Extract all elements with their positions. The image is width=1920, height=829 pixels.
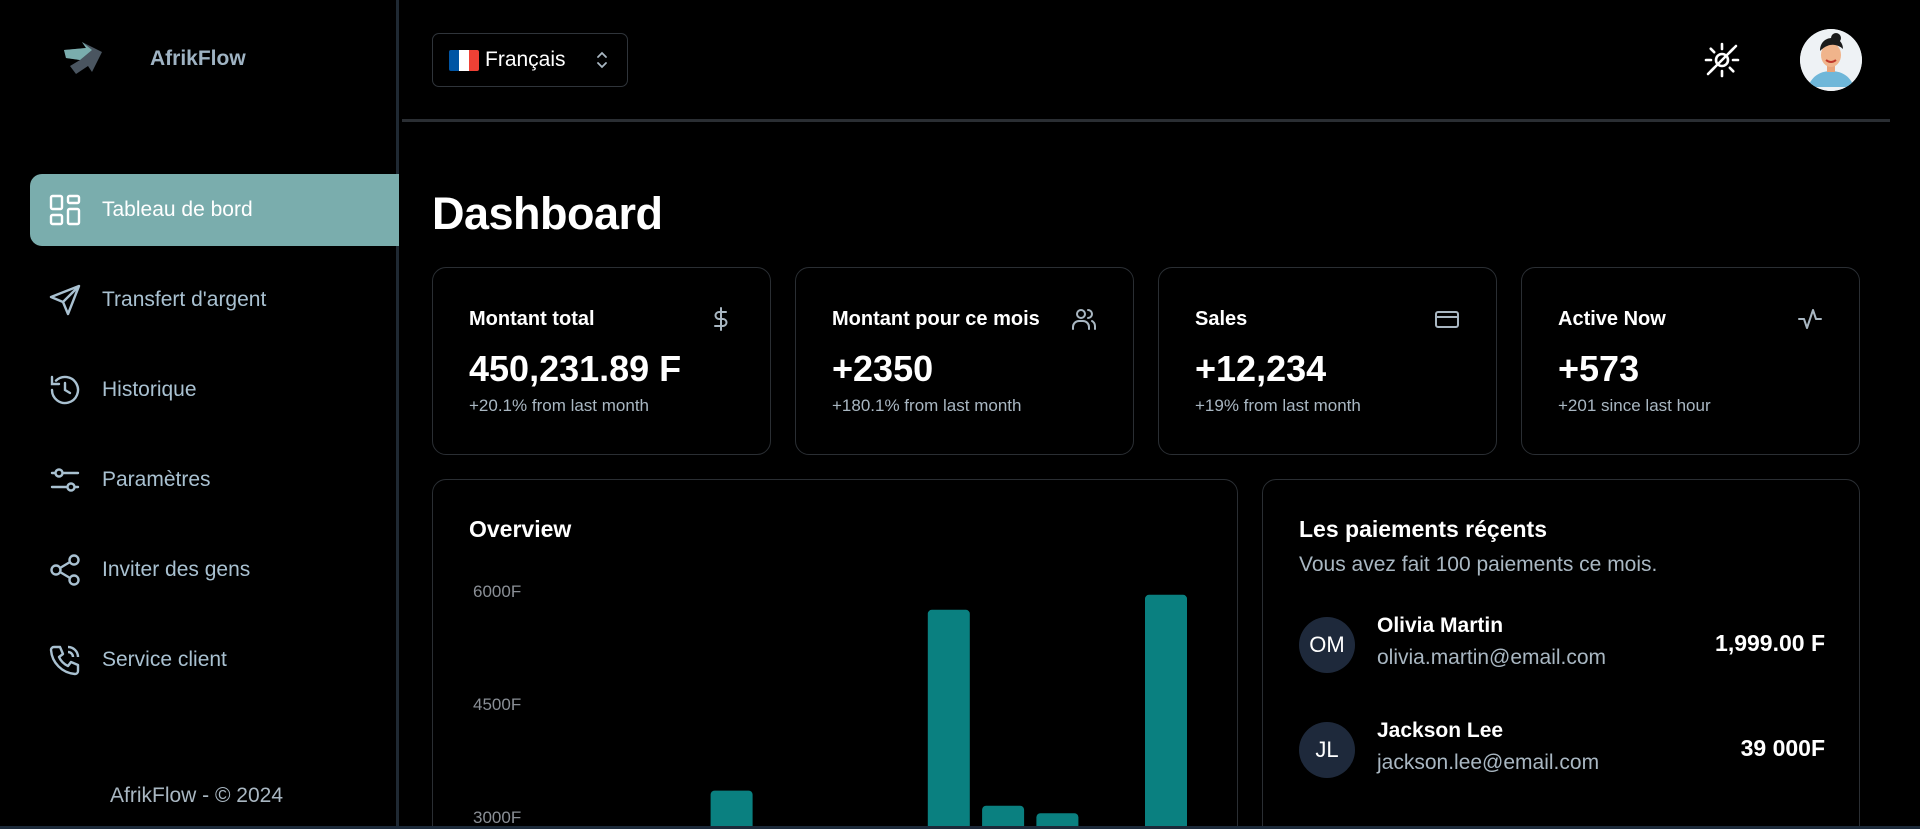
stat-subtext: +201 since last hour — [1558, 396, 1711, 415]
flag-stripe — [459, 49, 469, 71]
sidebar-item-label: Service client — [102, 648, 227, 671]
sidebar-footer: AfrikFlow - © 2024 — [110, 784, 284, 807]
stat-value: +12,234 — [1195, 348, 1327, 389]
flag-stripe — [469, 49, 479, 71]
language-label: Français — [485, 48, 566, 71]
payment-amount: 1,999.00 F — [1715, 630, 1825, 656]
sidebar-item-invite[interactable]: Inviter des gens — [30, 534, 399, 606]
sidebar-item-settings[interactable]: Paramètres — [30, 444, 399, 516]
sidebar-item-label: Transfert d'argent — [102, 288, 267, 311]
y-tick-label: 4500F — [473, 695, 521, 714]
sidebar-item-transfer[interactable]: Transfert d'argent — [30, 264, 399, 336]
chart-bar[interactable] — [1145, 594, 1187, 829]
payments-subtitle: Vous avez fait 100 paiements ce mois. — [1299, 553, 1658, 576]
payer-email: olivia.martin@email.com — [1377, 646, 1607, 669]
sidebar-item-label: Tableau de bord — [102, 198, 253, 221]
user-avatar-illustration-icon — [1800, 29, 1862, 91]
sliders-icon — [50, 468, 80, 492]
flag-stripe — [449, 49, 459, 71]
sidebar-item-history[interactable]: Historique — [30, 354, 399, 426]
stat-subtext: +180.1% from last month — [832, 396, 1022, 415]
chart-bar[interactable] — [1036, 813, 1079, 829]
payment-amount: 39 000F — [1740, 735, 1825, 761]
stat-subtext: +19% from last month — [1195, 396, 1361, 415]
sidebar-item-label: Inviter des gens — [102, 558, 251, 581]
overview-title: Overview — [469, 516, 572, 542]
sidebar-item-dashboard[interactable]: Tableau de bord — [30, 174, 399, 246]
stat-title: Montant pour ce mois — [832, 308, 1040, 330]
brand-name: AfrikFlow — [150, 47, 246, 70]
stat-title: Montant total — [469, 308, 595, 330]
payer-email: jackson.lee@email.com — [1377, 751, 1600, 774]
page-title: Dashboard — [432, 188, 663, 239]
stat-card-month: Montant pour ce mois +2350 +180.1% from … — [795, 267, 1134, 455]
activity-icon — [1798, 309, 1822, 329]
phone-call-icon — [49, 645, 80, 676]
history-icon — [50, 375, 80, 405]
payer-name: Jackson Lee — [1377, 719, 1504, 742]
stat-card-active: Active Now +573 +201 since last hour — [1521, 267, 1860, 455]
chart-bar[interactable] — [710, 790, 753, 829]
stat-value: +2350 — [832, 348, 934, 389]
sidebar-nav: Tableau de bord Transfert d'argent Histo… — [30, 174, 399, 714]
overview-card: Overview 6000F 4500F 3000F — [432, 479, 1238, 829]
sidebar: AfrikFlow Tableau de bord Transfert d'ar… — [0, 0, 399, 829]
stat-value: +573 — [1558, 348, 1640, 389]
brand-logo-icon — [64, 42, 102, 74]
recent-payments-card: Les paiements réçents Vous avez fait 100… — [1262, 479, 1860, 829]
y-tick-label: 6000F — [473, 582, 521, 601]
payer-name: Olivia Martin — [1377, 614, 1504, 637]
payer-avatar: OM — [1299, 617, 1355, 673]
chevron-up-down-icon — [597, 51, 607, 69]
users-icon — [1072, 309, 1096, 330]
window-bottom-edge — [0, 826, 1920, 829]
dollar-icon — [714, 307, 728, 331]
user-avatar[interactable] — [1800, 29, 1862, 91]
chart-bar[interactable] — [927, 609, 970, 829]
stat-title: Sales — [1195, 308, 1248, 330]
stat-title: Active Now — [1558, 308, 1666, 330]
brand[interactable]: AfrikFlow — [62, 38, 246, 78]
send-icon — [49, 284, 81, 316]
payments-title: Les paiements réçents — [1299, 516, 1548, 542]
france-flag-icon — [449, 49, 479, 71]
theme-toggle-icon[interactable] — [1702, 40, 1742, 80]
stat-card-total: Montant total 450,231.89 F +20.1% from l… — [432, 267, 771, 455]
top-header: Français — [402, 0, 1890, 122]
sidebar-item-label: Paramètres — [102, 468, 211, 491]
payment-row[interactable]: OM Olivia Martin olivia.martin@email.com… — [1299, 614, 1825, 673]
stat-card-sales: Sales +12,234 +19% from last month — [1158, 267, 1497, 455]
payment-row[interactable]: JL Jackson Lee jackson.lee@email.com 39 … — [1299, 719, 1825, 778]
overview-bar-chart: 6000F 4500F 3000F — [473, 582, 1187, 829]
stat-value: 450,231.89 F — [469, 348, 682, 389]
stat-subtext: +20.1% from last month — [469, 396, 650, 415]
dashboard-grid-icon — [49, 194, 81, 226]
share-icon — [50, 554, 80, 586]
sidebar-item-support[interactable]: Service client — [30, 624, 399, 696]
payer-avatar: JL — [1299, 722, 1355, 778]
chart-bar[interactable] — [982, 805, 1025, 829]
sidebar-item-label: Historique — [102, 378, 197, 401]
language-select[interactable]: Français — [432, 33, 628, 87]
credit-card-icon — [1435, 311, 1459, 328]
y-tick-label: 3000F — [473, 808, 521, 827]
